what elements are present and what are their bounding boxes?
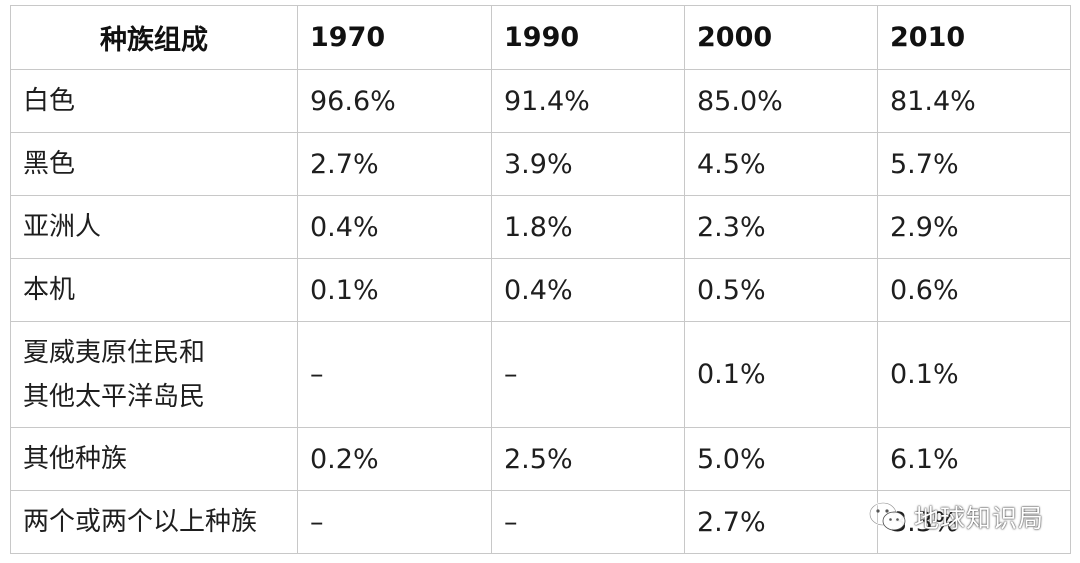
cell-native-2000: 0.5%	[684, 258, 878, 322]
row-label-native: 本机	[10, 258, 298, 322]
cell-multi-1970: –	[297, 490, 492, 554]
row-label-other-race: 其他种族	[10, 427, 298, 491]
cell-pacific-1970: –	[297, 321, 492, 428]
cell-black-2000: 4.5%	[684, 132, 878, 196]
table-row-native: 本机 0.1% 0.4% 0.5% 0.6%	[10, 258, 1071, 322]
cell-asian-1990: 1.8%	[491, 195, 685, 259]
cell-native-1990: 0.4%	[491, 258, 685, 322]
cell-multi-2010: 3.3%	[877, 490, 1071, 554]
row-label-two-or-more: 两个或两个以上种族	[10, 490, 298, 554]
row-label-pacific-islander-line1: 夏威夷原住民和	[23, 337, 206, 368]
cell-other-1970: 0.2%	[297, 427, 492, 491]
table-row-black: 黑色 2.7% 3.9% 4.5% 5.7%	[10, 132, 1071, 196]
cell-other-1990: 2.5%	[491, 427, 685, 491]
cell-other-2000: 5.0%	[684, 427, 878, 491]
cell-multi-1990: –	[491, 490, 685, 554]
cell-asian-2000: 2.3%	[684, 195, 878, 259]
cell-asian-2010: 2.9%	[877, 195, 1071, 259]
header-year-1990: 1990	[491, 5, 685, 70]
cell-white-2000: 85.0%	[684, 69, 878, 133]
cell-pacific-2010: 0.1%	[877, 321, 1071, 428]
table-row-pacific-islander: 夏威夷原住民和 其他太平洋岛民 – – 0.1% 0.1%	[10, 321, 1071, 428]
cell-white-2010: 81.4%	[877, 69, 1071, 133]
row-label-pacific-islander-line2: 其他太平洋岛民	[23, 381, 206, 412]
cell-native-2010: 0.6%	[877, 258, 1071, 322]
header-year-2000: 2000	[684, 5, 878, 70]
cell-pacific-1990: –	[491, 321, 685, 428]
header-year-2010: 2010	[877, 5, 1071, 70]
wechat-icon	[868, 501, 906, 531]
cell-multi-2000: 2.7%	[684, 490, 878, 554]
cell-native-1970: 0.1%	[297, 258, 492, 322]
row-label-pacific-islander: 夏威夷原住民和 其他太平洋岛民	[10, 321, 298, 428]
cell-black-2010: 5.7%	[877, 132, 1071, 196]
race-composition-table-container: 种族组成 1970 1990 2000 2010 白色 96.6% 91.4% …	[10, 5, 1071, 554]
row-label-asian: 亚洲人	[10, 195, 298, 259]
cell-black-1970: 2.7%	[297, 132, 492, 196]
cell-white-1970: 96.6%	[297, 69, 492, 133]
watermark-text: 地球知识局	[914, 504, 1045, 533]
header-year-1970: 1970	[297, 5, 492, 70]
table-row-white: 白色 96.6% 91.4% 85.0% 81.4%	[10, 69, 1071, 133]
header-race-composition: 种族组成	[10, 5, 298, 70]
table-row-two-or-more: 两个或两个以上种族 – – 2.7% 3.3%	[10, 490, 1071, 554]
cell-white-1990: 91.4%	[491, 69, 685, 133]
cell-other-2010: 6.1%	[877, 427, 1071, 491]
watermark: 地球知识局	[868, 500, 1044, 534]
table-row-asian: 亚洲人 0.4% 1.8% 2.3% 2.9%	[10, 195, 1071, 259]
row-label-black: 黑色	[10, 132, 298, 196]
cell-asian-1970: 0.4%	[297, 195, 492, 259]
table-header-row: 种族组成 1970 1990 2000 2010	[10, 5, 1071, 70]
table-row-other-race: 其他种族 0.2% 2.5% 5.0% 6.1%	[10, 427, 1071, 491]
cell-pacific-2000: 0.1%	[684, 321, 878, 428]
race-composition-table: 种族组成 1970 1990 2000 2010 白色 96.6% 91.4% …	[10, 5, 1071, 554]
cell-black-1990: 3.9%	[491, 132, 685, 196]
row-label-white: 白色	[10, 69, 298, 133]
